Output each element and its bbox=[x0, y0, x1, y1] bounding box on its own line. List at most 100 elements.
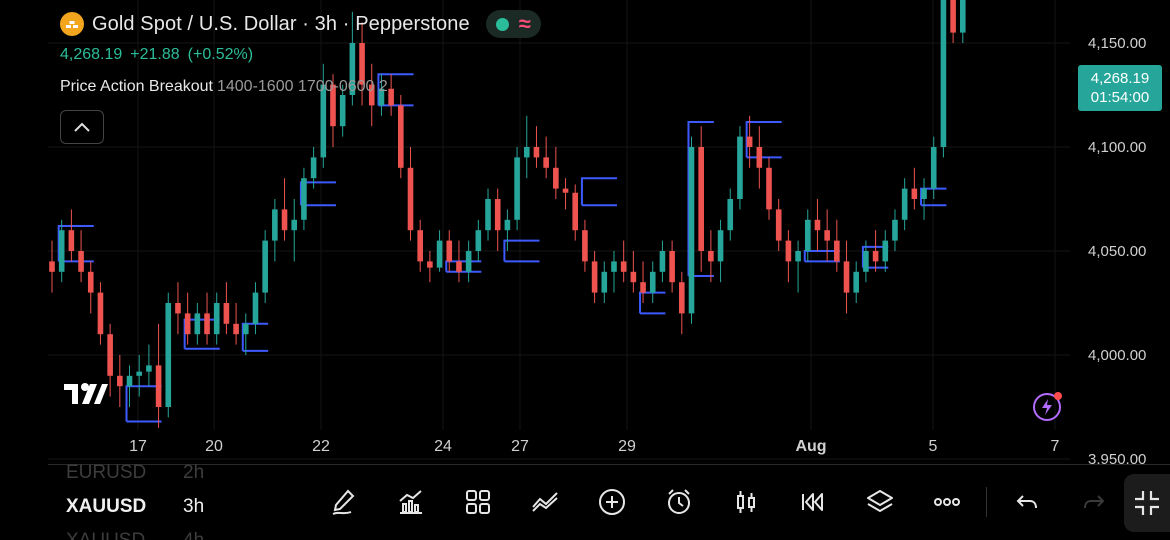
candle-body bbox=[465, 251, 472, 272]
draw-button[interactable] bbox=[310, 480, 377, 524]
candle-body bbox=[591, 261, 598, 293]
redo-button[interactable] bbox=[1060, 480, 1127, 524]
candle-body bbox=[737, 136, 743, 199]
add-icon bbox=[598, 489, 625, 515]
candle-body bbox=[863, 251, 869, 272]
candle-body bbox=[184, 313, 191, 335]
candle-body bbox=[950, 0, 956, 33]
candle-body bbox=[204, 313, 210, 335]
candle-body bbox=[553, 167, 559, 189]
candle-body bbox=[746, 136, 753, 147]
breakout-box bbox=[299, 181, 336, 207]
x-tick-label: 24 bbox=[434, 438, 452, 455]
price-change: +21.88 bbox=[130, 46, 180, 63]
add-button[interactable] bbox=[578, 480, 645, 524]
x-tick-label: 7 bbox=[1051, 438, 1060, 455]
indicators-icon bbox=[398, 490, 422, 514]
candle-body bbox=[378, 88, 385, 106]
symbol-option[interactable]: EURUSD 2h bbox=[66, 462, 205, 483]
indicator-legend[interactable]: Price Action Breakout 1400-1600 1700-0600… bbox=[60, 78, 388, 96]
breakout-box bbox=[803, 250, 840, 263]
indicators-button[interactable] bbox=[377, 480, 444, 524]
candle-body bbox=[281, 209, 288, 231]
candle-body bbox=[533, 147, 540, 158]
candle-body bbox=[427, 261, 433, 268]
market-open-icon bbox=[495, 17, 509, 31]
candle-body bbox=[485, 199, 491, 231]
candle-body bbox=[679, 282, 685, 314]
candle-body bbox=[504, 219, 511, 231]
candle-body bbox=[68, 230, 75, 251]
candle-body bbox=[901, 188, 908, 220]
breakout-box bbox=[377, 73, 414, 107]
exit-fullscreen-icon bbox=[1135, 491, 1159, 515]
breakout-box bbox=[503, 239, 540, 263]
y-tick-label: 4,100.00 bbox=[1088, 139, 1146, 156]
more-icon bbox=[933, 498, 960, 506]
bottom-toolbar bbox=[310, 480, 1127, 524]
candle-body bbox=[775, 209, 782, 241]
symbol-option[interactable]: XAUUSD4h bbox=[66, 524, 246, 540]
candle-body bbox=[233, 323, 239, 335]
chart-header: Gold Spot / U.S. Dollar · 3h · Peppersto… bbox=[60, 10, 541, 38]
candle-body bbox=[785, 240, 792, 262]
lightning-icon[interactable] bbox=[1033, 392, 1062, 421]
replay-icon bbox=[801, 493, 823, 511]
market-status[interactable]: ≈ bbox=[485, 10, 541, 38]
candle-body bbox=[523, 147, 530, 158]
candle-body bbox=[872, 251, 879, 262]
symbol-option-selected[interactable]: XAUUSD 3h bbox=[66, 496, 205, 517]
notification-dot bbox=[1054, 392, 1062, 400]
tradingview-logo-icon bbox=[64, 382, 108, 411]
symbol-title[interactable]: Gold Spot / U.S. Dollar · 3h · Peppersto… bbox=[92, 12, 470, 35]
undo-button[interactable] bbox=[993, 480, 1060, 524]
breakout-box bbox=[745, 121, 782, 159]
breakout-box bbox=[639, 291, 666, 315]
alert-icon bbox=[667, 489, 690, 514]
candle-body bbox=[417, 230, 423, 262]
candle-body bbox=[892, 219, 898, 241]
layouts-button[interactable] bbox=[444, 480, 511, 524]
candle-body bbox=[853, 271, 860, 293]
chevron-up-icon bbox=[74, 122, 90, 132]
candle-body bbox=[659, 251, 666, 272]
candle-body bbox=[456, 261, 462, 272]
alert-button[interactable] bbox=[645, 480, 712, 524]
chart-canvas[interactable]: 4,300.004,200.004,150.004,100.004,050.00… bbox=[0, 0, 1170, 465]
last-price: 4,268.19 bbox=[60, 46, 123, 63]
candle-body bbox=[630, 271, 637, 283]
candle-body bbox=[795, 251, 801, 262]
candle-body bbox=[717, 230, 724, 262]
candle-body bbox=[766, 167, 772, 210]
candle-body bbox=[843, 261, 850, 293]
candle-body bbox=[475, 230, 482, 251]
candle-body bbox=[446, 240, 453, 262]
more-button[interactable] bbox=[913, 480, 980, 524]
layouts-icon bbox=[465, 490, 490, 514]
candle-body bbox=[359, 43, 365, 85]
candle-body bbox=[834, 240, 840, 262]
candle-body bbox=[727, 199, 734, 231]
layers-button[interactable] bbox=[846, 480, 913, 524]
compare-button[interactable] bbox=[511, 480, 578, 524]
candle-body bbox=[756, 147, 763, 168]
candle-body bbox=[310, 157, 317, 179]
candle-body bbox=[78, 251, 84, 272]
candle-body bbox=[252, 292, 259, 324]
x-tick-label: Aug bbox=[795, 438, 826, 455]
candle-type-button[interactable] bbox=[712, 480, 779, 524]
y-tick-label: 4,150.00 bbox=[1088, 35, 1146, 52]
candle-body bbox=[572, 192, 579, 231]
quote-line: 4,268.19 +21.88 (+0.52%) bbox=[60, 46, 261, 64]
layers-icon bbox=[866, 490, 893, 513]
redo-icon bbox=[1083, 495, 1104, 509]
candle-body bbox=[388, 88, 394, 106]
candle-body bbox=[708, 251, 714, 262]
fullscreen-button[interactable] bbox=[1124, 474, 1170, 532]
collapse-legend-button[interactable] bbox=[60, 110, 104, 144]
candle-body bbox=[213, 303, 220, 335]
replay-button[interactable] bbox=[779, 480, 846, 524]
price-change-pct: (+0.52%) bbox=[187, 46, 254, 63]
candle-body bbox=[136, 371, 143, 376]
